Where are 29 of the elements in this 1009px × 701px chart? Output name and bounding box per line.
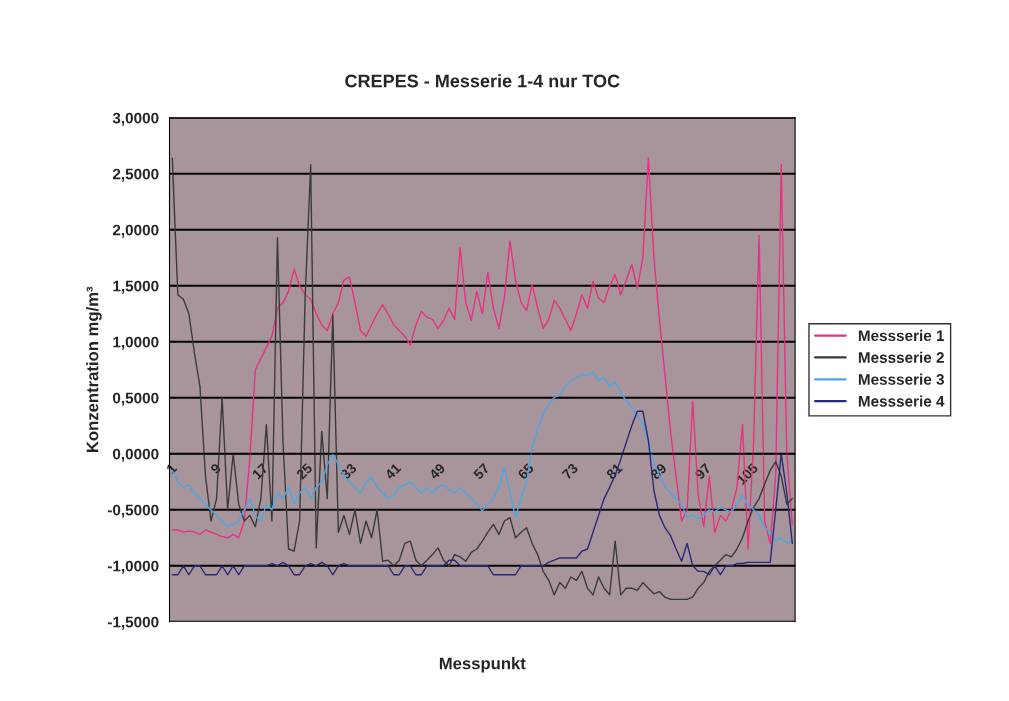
x-tick-label: 41 [384,462,402,480]
y-tick-label: 2,0000 [112,224,159,238]
x-tick-label: 97 [694,462,712,480]
y-tick-label: -1,5000 [107,616,159,630]
x-tick-label: 89 [649,462,668,480]
x-tick-label: 25 [295,462,313,480]
y-tick-label: 0,5000 [112,392,159,406]
legend-label: Messserie 1 [858,329,945,342]
y-tick-label: -1,0000 [107,560,159,574]
legend-label: Messserie 4 [858,395,945,407]
y-tick-label: 1,5000 [113,280,159,294]
x-tick-label: 65 [517,462,535,480]
x-tick-label: 49 [428,462,446,481]
y-tick-label: 0,0000 [112,448,159,462]
x-axis-title: Messpunkt [439,657,526,673]
y-tick-label: 1,0000 [113,336,159,350]
legend-label: Messserie 3 [858,373,944,385]
y-tick-label: 3,0000 [112,112,159,126]
x-tick-label: 105 [736,462,759,486]
legend-label: Messserie 2 [858,351,944,363]
x-tick-label: 9 [209,462,222,475]
y-tick-label: 2,5000 [112,168,159,182]
x-tick-label: 57 [472,462,490,480]
x-tick-label: 17 [251,462,269,480]
x-tick-label: 73 [561,462,579,480]
y-tick-label: -0,5000 [107,504,159,518]
y-axis-title: Konzentration mg/m³ [86,286,102,452]
x-tick-label: 33 [339,462,358,481]
chart-title: CREPES - Messerie 1-4 nur TOC [345,74,620,88]
